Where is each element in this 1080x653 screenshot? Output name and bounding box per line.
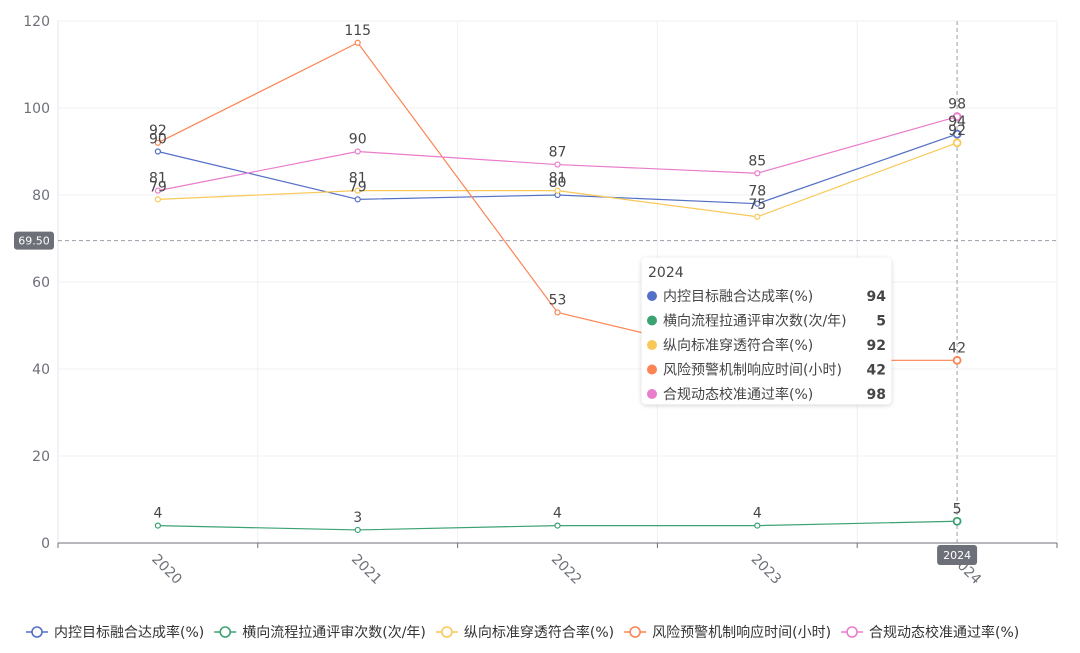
data-label: 53 bbox=[549, 292, 567, 308]
tooltip-series-value: 94 bbox=[867, 289, 887, 305]
tooltip-series-value: 98 bbox=[867, 387, 886, 403]
data-point bbox=[354, 39, 361, 46]
data-label: 92 bbox=[149, 123, 167, 139]
data-label: 4 bbox=[753, 506, 762, 522]
data-label: 81 bbox=[149, 171, 167, 187]
data-point bbox=[754, 170, 761, 177]
tooltip-marker bbox=[647, 315, 657, 326]
data-point bbox=[952, 129, 962, 139]
data-label: 90 bbox=[149, 132, 167, 148]
axis-pointer-y-label: 69.50 bbox=[18, 235, 50, 248]
data-point bbox=[554, 309, 561, 316]
tooltip-series-name: 风险预警机制响应时间(小时) bbox=[663, 362, 842, 379]
data-point bbox=[154, 522, 161, 529]
data-label: 90 bbox=[349, 132, 367, 148]
tooltip-marker bbox=[647, 340, 657, 350]
data-label: 81 bbox=[349, 171, 367, 187]
data-point bbox=[554, 522, 561, 529]
legend-item-label: 合规动态校准通过率(%) bbox=[869, 624, 1019, 641]
data-point bbox=[154, 196, 161, 203]
data-label: 87 bbox=[549, 145, 567, 161]
data-point bbox=[354, 526, 361, 534]
y-tick-label: 80 bbox=[32, 188, 50, 204]
tooltip-marker bbox=[647, 291, 657, 301]
data-label: 42 bbox=[948, 340, 966, 356]
data-label: 75 bbox=[748, 197, 766, 213]
data-label: 92 bbox=[948, 123, 966, 139]
tooltip-title: 2024 bbox=[648, 265, 684, 281]
data-point bbox=[952, 138, 962, 148]
series-lines bbox=[154, 39, 962, 534]
tooltip-series-name: 内控目标融合达成率(%) bbox=[663, 288, 813, 305]
data-label: 78 bbox=[748, 184, 766, 200]
y-tick-label: 40 bbox=[32, 362, 50, 378]
data-point bbox=[354, 196, 361, 203]
legend-item-label: 纵向标准穿透符合率(%) bbox=[464, 624, 614, 641]
tooltip-marker bbox=[647, 364, 657, 375]
y-tick-label: 100 bbox=[23, 101, 50, 117]
tooltip-series-value: 5 bbox=[876, 314, 886, 330]
axis-pointer-x-label-bg bbox=[937, 545, 978, 565]
y-tick-label: 20 bbox=[32, 449, 50, 465]
data-point bbox=[754, 200, 761, 207]
tooltip-series-value: 42 bbox=[867, 363, 886, 379]
x-tick-label: 2023 bbox=[748, 551, 785, 588]
tooltip-series-name: 纵向标准穿透符合率(%) bbox=[663, 337, 813, 354]
legend-marker bbox=[846, 626, 858, 638]
data-label: 3 bbox=[353, 510, 362, 526]
data-label: 115 bbox=[344, 23, 371, 39]
legend-item-label: 内控目标融合达成率(%) bbox=[54, 624, 204, 641]
y-tick-label: 0 bbox=[41, 536, 50, 552]
data-label: 4 bbox=[153, 506, 162, 522]
data-label: 94 bbox=[948, 114, 966, 130]
x-tick-label: 2021 bbox=[348, 551, 385, 588]
tooltip: 2024 内控目标融合达成率(%) 94 横向流程拉通评审次数(次/年) 5 纵向标准穿透… bbox=[641, 257, 892, 405]
data-point bbox=[754, 522, 761, 529]
axis-pointer: 69.50 2024 bbox=[14, 21, 1057, 565]
data-point bbox=[154, 187, 161, 194]
data-point bbox=[952, 355, 962, 365]
legend-marker bbox=[441, 626, 453, 638]
data-label: 79 bbox=[349, 179, 367, 195]
legend-marker bbox=[31, 626, 43, 638]
tooltip-series-name: 横向流程拉通评审次数(次/年) bbox=[663, 314, 847, 330]
data-point bbox=[154, 148, 161, 155]
legend-marker bbox=[219, 626, 232, 638]
data-point bbox=[952, 516, 962, 526]
data-label: 85 bbox=[748, 153, 766, 169]
data-point bbox=[754, 213, 761, 220]
legend-item-label: 横向流程拉通评审次数(次/年) bbox=[242, 625, 426, 641]
data-label: 80 bbox=[549, 175, 567, 191]
axis-pointer-x-label: 2024 bbox=[943, 549, 971, 562]
legend-item-label: 风险预警机制响应时间(小时) bbox=[652, 624, 831, 641]
tooltip-series-value: 92 bbox=[867, 338, 886, 354]
legend: 内控目标融合达成率(%) 横向流程拉通评审次数(次/年) 纵向标准穿透符合率(%) 风… bbox=[26, 624, 1019, 641]
data-point bbox=[554, 187, 561, 194]
tooltip-marker bbox=[647, 389, 657, 399]
tooltip-box bbox=[641, 257, 892, 405]
data-point bbox=[354, 148, 361, 155]
data-label: 79 bbox=[149, 179, 167, 195]
legend-marker bbox=[629, 626, 641, 638]
axes: 0 20 40 60 80 100 120 2020 2021 2022 2023 2024 bbox=[23, 14, 1058, 588]
data-point bbox=[354, 187, 361, 194]
data-point bbox=[554, 161, 561, 168]
data-label: 4 bbox=[553, 506, 562, 522]
x-tick-label: 2020 bbox=[148, 551, 185, 588]
y-tick-label: 60 bbox=[32, 275, 50, 291]
x-tick-label: 2022 bbox=[548, 551, 585, 588]
data-point bbox=[952, 112, 962, 122]
data-label: 81 bbox=[549, 171, 567, 187]
data-point bbox=[154, 139, 161, 146]
axis-pointer-y-label-bg bbox=[14, 231, 54, 250]
data-label: 98 bbox=[948, 97, 966, 113]
grid bbox=[58, 20, 1058, 543]
data-label: 5 bbox=[953, 501, 962, 517]
y-tick-label: 120 bbox=[23, 14, 50, 30]
tooltip-series-name: 合规动态校准通过率(%) bbox=[663, 386, 813, 403]
